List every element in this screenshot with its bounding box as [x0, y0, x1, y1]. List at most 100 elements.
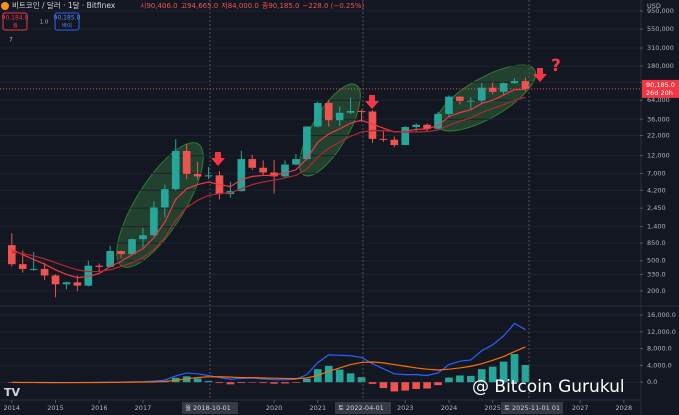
candle-body — [204, 175, 213, 177]
candle-body — [281, 164, 289, 177]
y-tick-label: 850.0 — [647, 239, 666, 247]
histogram-bar — [434, 382, 442, 386]
y-tick-label: 500.0 — [647, 257, 666, 265]
candle-body — [445, 96, 453, 114]
ohlc-item: 종90,185.0 — [262, 2, 300, 10]
candle-body — [182, 150, 191, 174]
histogram-bar — [521, 364, 530, 383]
y-tick-label: 7,000 — [647, 169, 666, 177]
candle-body — [160, 189, 169, 208]
watermark: @ Bitcoin Gurukul — [472, 377, 625, 397]
candle-body — [40, 268, 49, 276]
plot-area — [0, 10, 640, 392]
candle-body — [401, 126, 410, 146]
histogram-bar — [510, 354, 519, 383]
histogram-bar — [379, 382, 388, 389]
x-tick-label: 2020 — [266, 404, 283, 412]
candle-body — [128, 239, 136, 255]
crosshair-label: 토 2022-04-01 — [338, 404, 384, 412]
sell-label[interactable]: 셀 — [12, 22, 17, 30]
candle-body — [73, 282, 82, 286]
buy-button[interactable] — [54, 12, 80, 31]
candle-body — [313, 103, 322, 127]
buy-price[interactable]: 90,185.0 — [54, 15, 81, 22]
y-tick-label: 4,200 — [647, 186, 666, 194]
crosshair-label-box — [501, 402, 563, 414]
histogram-bar — [292, 382, 300, 383]
candle-body — [434, 113, 442, 129]
candle-body — [412, 124, 420, 127]
histogram-bar — [281, 382, 289, 384]
candle-body — [379, 138, 388, 140]
question-mark: ? — [551, 56, 561, 76]
histogram-bar — [324, 365, 333, 383]
y-tick-label: 950,000 — [647, 7, 674, 15]
candle-body — [139, 235, 147, 240]
candle-body — [423, 124, 431, 129]
histogram-bar — [335, 369, 344, 383]
sell-button[interactable] — [2, 12, 28, 31]
y-tick-label: 0.0 — [647, 378, 657, 386]
histogram-bar — [215, 382, 224, 384]
sell-price[interactable]: 90,184.0 — [2, 15, 29, 22]
ohlc-item: −228.0 (−0.25%) — [303, 2, 365, 10]
x-tick-label: 2015 — [47, 404, 64, 412]
candle-body — [499, 83, 508, 92]
histogram-bar — [466, 375, 475, 383]
candle-body — [292, 159, 300, 165]
buy-label[interactable]: 바이 — [62, 22, 72, 30]
y-tick-label: 550,000 — [647, 25, 674, 33]
histogram-bar — [357, 377, 366, 383]
ohlc: 시90,406.0 고94,665.0 저84,000.0 종90,185.0 −228… — [140, 1, 364, 10]
candle-body — [259, 167, 267, 173]
y-tick-label: 12,000 — [647, 152, 670, 160]
candle-body — [368, 111, 377, 139]
x-tick-label: 2021 — [310, 404, 327, 412]
candle-body — [390, 139, 399, 146]
last-price-box — [642, 79, 679, 98]
histogram-bar — [456, 375, 464, 383]
interval: 7 — [9, 37, 13, 44]
candle-body — [7, 245, 16, 265]
candle-body — [106, 251, 114, 267]
y-tick-label: 310,000 — [647, 44, 674, 52]
histogram-bar — [368, 382, 377, 384]
histogram-bar — [237, 382, 246, 384]
histogram-bar — [423, 382, 431, 389]
y-tick-label: 36,000 — [647, 115, 670, 123]
candle-body — [117, 251, 125, 255]
candle-body — [84, 265, 93, 286]
indicator-line — [11, 346, 526, 384]
x-tick-label: 2016 — [91, 404, 108, 412]
candle-body — [248, 159, 257, 168]
y-tick-label: 4,000.0 — [647, 361, 672, 369]
ohlc-item: 고94,665.0 — [181, 2, 219, 10]
y-tick-label: 8,000.0 — [647, 345, 672, 353]
candle-body — [171, 150, 180, 190]
y-tick-label: 200.0 — [647, 287, 666, 295]
x-tick-label: 2028 — [616, 404, 633, 412]
ohlc-item: 저84,000.0 — [221, 1, 259, 10]
candle-body — [324, 103, 333, 121]
histogram-bar — [270, 382, 278, 384]
arrow — [365, 95, 379, 109]
symbol: 비트코인 / 달러 · 1달 · Bitfinex — [12, 0, 116, 10]
candle-body — [488, 87, 497, 92]
histogram-bar — [401, 382, 410, 391]
crosshair-label: 월 2018-10-01 — [185, 403, 231, 412]
histogram-bar — [226, 382, 235, 385]
candle-body — [193, 173, 202, 177]
candle-body — [335, 112, 344, 121]
histogram-bar — [346, 373, 355, 383]
y-tick-label: 330.0 — [647, 270, 666, 278]
spread: 1.0 — [40, 20, 49, 26]
y-tick-label: 16,000.0 — [647, 311, 676, 319]
logo: TV — [4, 386, 21, 399]
histogram-bar — [412, 382, 420, 389]
ohlc-item: 시90,406.0 — [140, 2, 178, 10]
y-tick-label: 180,000 — [647, 62, 674, 70]
y-tick-label: 22,000 — [647, 132, 670, 140]
candle-body — [357, 111, 366, 113]
candle-body — [29, 268, 38, 270]
